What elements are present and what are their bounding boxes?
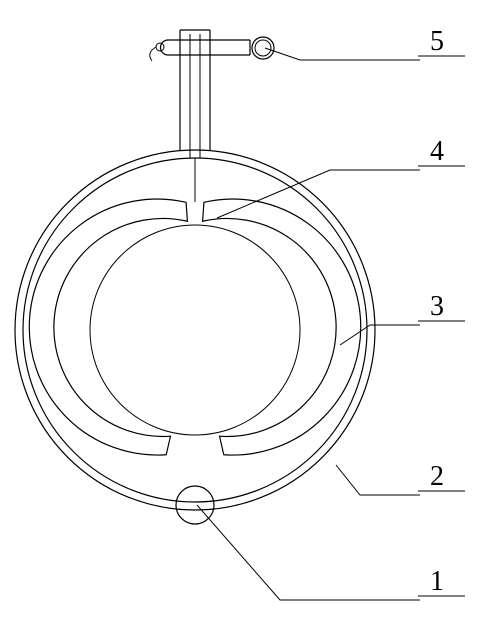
- callout-label-4: 4: [430, 136, 444, 167]
- callout-label-2: 2: [430, 461, 444, 492]
- callout-label-1: 1: [430, 566, 444, 597]
- callout-label-5: 5: [430, 26, 444, 57]
- callout-label-3: 3: [430, 291, 444, 322]
